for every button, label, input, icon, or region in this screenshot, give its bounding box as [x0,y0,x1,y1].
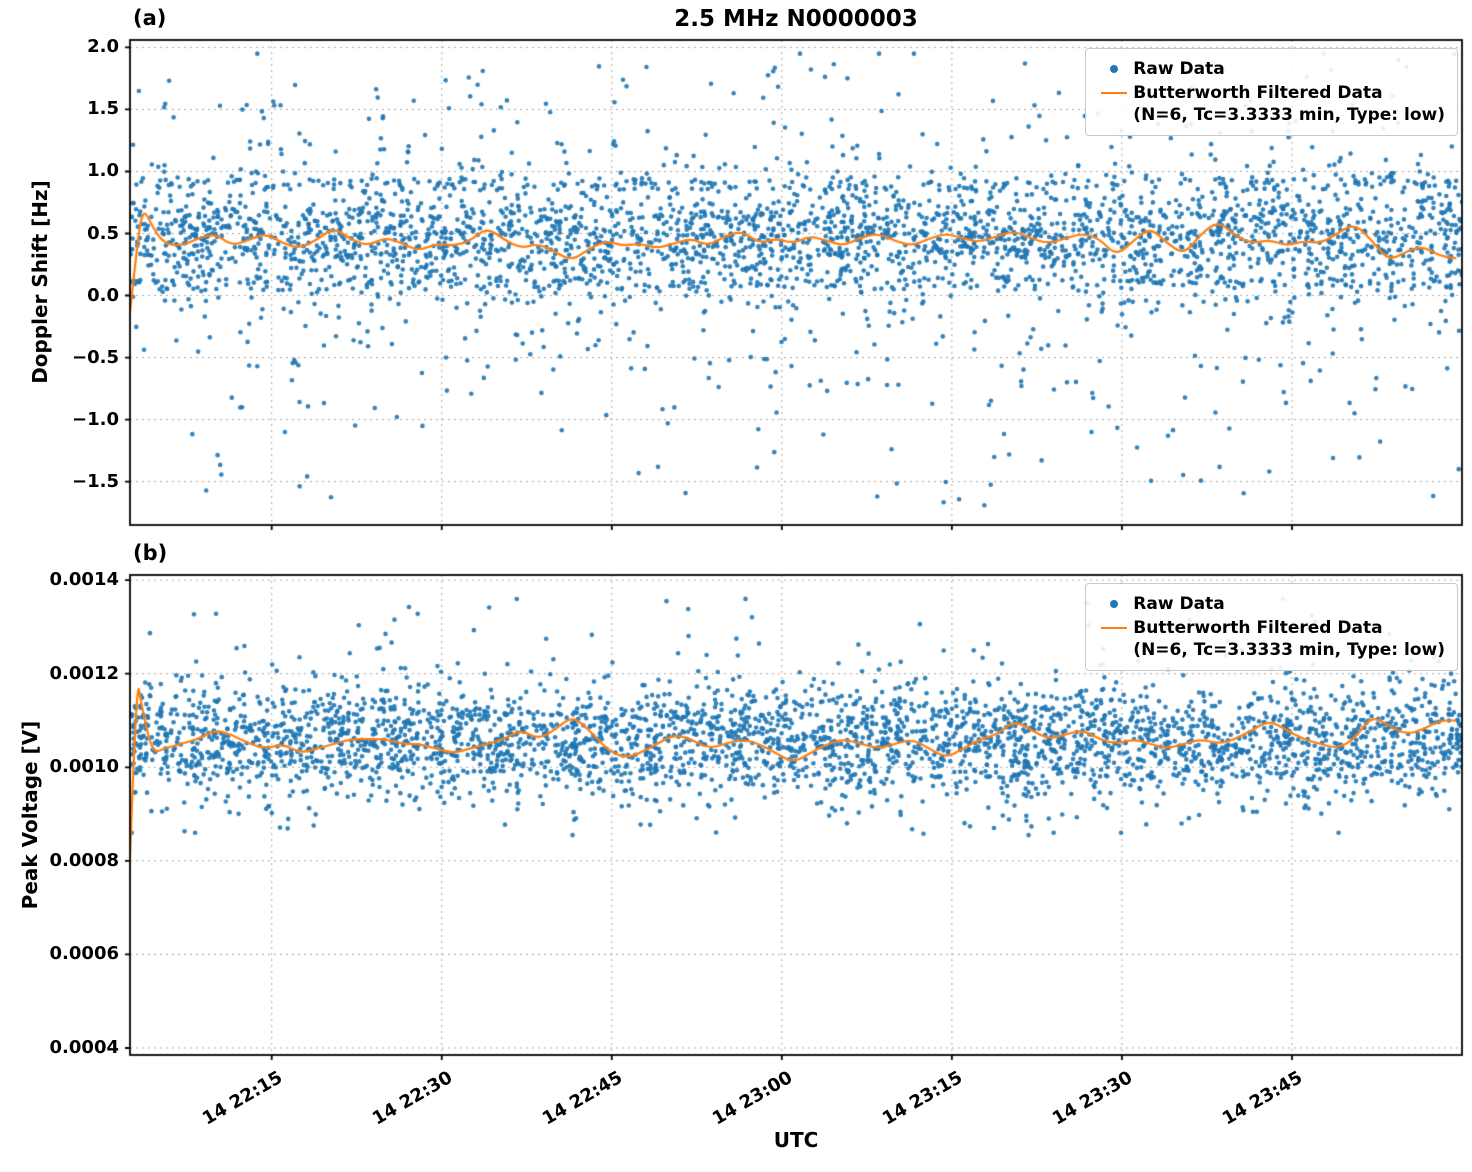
raw-data-marker-icon [1110,65,1119,73]
raw-data-marker-icon [1110,600,1119,608]
legend-b-filtered-row: Butterworth Filtered Data (N=6, Tc=3.333… [1095,617,1445,661]
legend-a-raw-label: Raw Data [1133,59,1225,79]
panel-a-label: (a) [133,6,167,30]
legend-a-filtered-label-line1: Butterworth Filtered Data [1133,83,1383,104]
chart-title: 2.5 MHz N0000003 [674,6,918,32]
legend-a-filtered-row: Butterworth Filtered Data (N=6, Tc=3.333… [1095,82,1445,126]
legend-b-filtered-label-line2: (N=6, Tc=3.3333 min, Type: low) [1133,640,1445,661]
legend-b-filtered-label-line1: Butterworth Filtered Data [1133,618,1383,639]
legend-b-raw-row: Raw Data [1095,593,1445,615]
legend-b-raw-label: Raw Data [1133,594,1225,614]
legend-b: Raw Data Butterworth Filtered Data (N=6,… [1085,583,1458,672]
legend-a-filtered-label-line2: (N=6, Tc=3.3333 min, Type: low) [1133,105,1445,126]
legend-a-raw-row: Raw Data [1095,58,1445,80]
x-axis-label: UTC [773,1128,819,1152]
filtered-line-marker-icon [1101,92,1128,95]
panel-b-label: (b) [133,541,168,565]
filtered-line-marker-icon [1101,627,1128,630]
y-axis-label-a: Doppler Shift [Hz] [28,180,52,384]
legend-a: Raw Data Butterworth Filtered Data (N=6,… [1085,48,1458,137]
y-axis-label-b: Peak Voltage [V] [18,720,42,910]
